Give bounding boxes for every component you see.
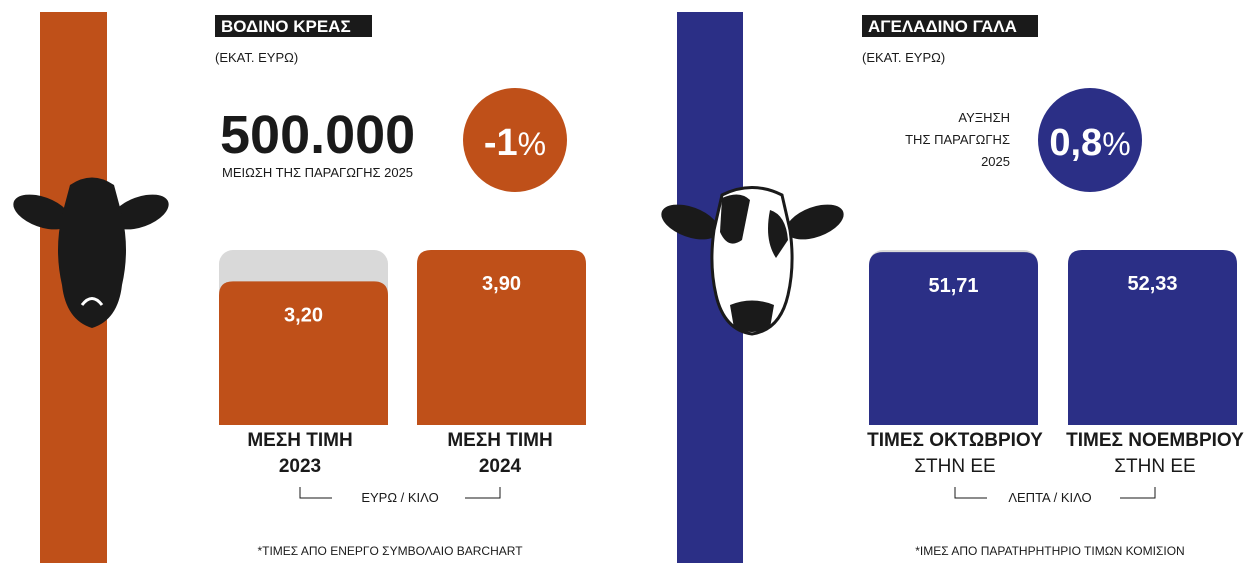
unit: ΕΥΡΩ / ΚΙΛΟ xyxy=(361,490,438,505)
infographic: ΒΟΔΙΝΟ ΚΡΕΑΣ (ΕΚΑΤ. ΕΥΡΩ) 500.000ΜΕΙΩΣΗ ΤΗ… xyxy=(0,0,1247,563)
footnote: *ΤΙΜΕΣ ΑΠΟ ΕΝΕΡΓΟ ΣΥΜΒΟΛΑΙΟ BARCHART xyxy=(257,544,523,558)
cow-head xyxy=(9,178,174,329)
headline: 500.000 xyxy=(220,105,415,165)
bar-category-label: 2024 xyxy=(479,456,522,477)
bar-category-label: ΤΙΜΕΣ ΟΚΤΩΒΡΙΟΥ xyxy=(867,430,1043,451)
change-unit: % xyxy=(1102,126,1130,162)
bar-value-label: 3,20 xyxy=(284,304,323,326)
change: 0,8% xyxy=(1049,122,1130,164)
change-value: 0,8 xyxy=(1049,122,1102,164)
subtitle: (ΕΚΑΤ. ΕΥΡΩ) xyxy=(862,50,945,65)
bar-value-label: 51,71 xyxy=(928,275,978,297)
change-caption: 2025 xyxy=(981,154,1010,169)
change-caption: ΑΥΞΗΣΗ xyxy=(958,110,1010,125)
bar-category-label: ΜΕΣΗ ΤΙΜΗ xyxy=(247,430,352,451)
change-caption: ΤΗΣ ΠΑΡΑΓΩΓΗΣ xyxy=(905,132,1010,147)
bar-value-label: 52,33 xyxy=(1127,273,1177,295)
change: -1% xyxy=(484,122,546,164)
bar xyxy=(219,281,388,425)
bracket xyxy=(300,487,332,498)
subtitle: (ΕΚΑΤ. ΕΥΡΩ) xyxy=(215,50,298,65)
headline-caption: ΜΕΙΩΣΗ ΤΗΣ ΠΑΡΑΓΩΓΗΣ 2025 xyxy=(222,165,413,180)
bar-category-label: ΜΕΣΗ ΤΙΜΗ xyxy=(447,430,552,451)
bar-category-label: 2023 xyxy=(279,456,321,477)
bar-value-label: 3,90 xyxy=(482,273,521,295)
footnote: *ΙΜΕΣ ΑΠΟ ΠΑΡΑΤΗΡΗΤΗΡΙΟ ΤΙΜΩΝ ΚΟΜΙΣΙΟΝ xyxy=(915,544,1184,558)
title: ΑΓΕΛΑΔΙΝΟ ΓΑΛΑ xyxy=(868,17,1017,36)
change-unit: % xyxy=(518,126,546,162)
bar-category-label: ΣΤΗΝ ΕΕ xyxy=(1114,456,1195,477)
bracket xyxy=(955,487,987,498)
bar-category-label: ΣΤΗΝ ΕΕ xyxy=(914,456,995,477)
title: ΒΟΔΙΝΟ ΚΡΕΑΣ xyxy=(221,17,351,36)
bracket xyxy=(465,487,500,498)
bar-category-label: ΤΙΜΕΣ ΝΟΕΜΒΡΙΟΥ xyxy=(1066,430,1244,451)
change-value: -1 xyxy=(484,122,518,164)
unit: ΛΕΠΤΑ / ΚΙΛΟ xyxy=(1008,490,1091,505)
bracket xyxy=(1120,487,1155,498)
